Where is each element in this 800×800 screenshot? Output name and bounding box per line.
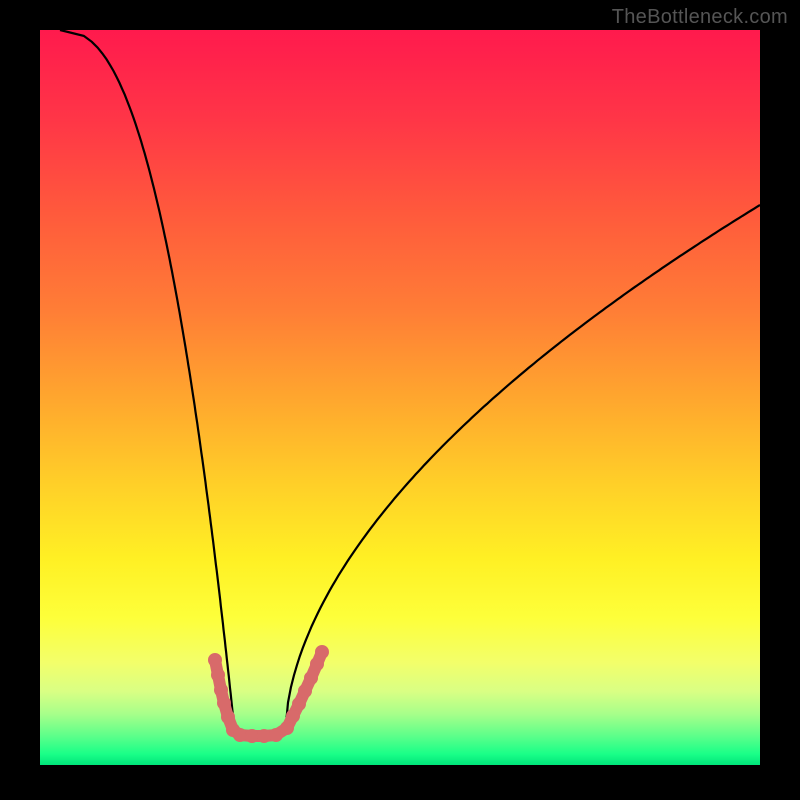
marker-dot xyxy=(299,685,312,698)
marker-dot xyxy=(215,684,228,697)
marker-dot xyxy=(287,710,300,723)
watermark-label: TheBottleneck.com xyxy=(612,6,788,29)
marker-dot xyxy=(305,672,318,685)
marker-dot xyxy=(218,697,231,710)
marker-dot xyxy=(234,729,247,742)
marker-dot xyxy=(222,711,235,724)
plot-background xyxy=(40,30,760,765)
marker-dot xyxy=(246,730,259,743)
marker-dot xyxy=(258,730,271,743)
marker-dot xyxy=(293,698,306,711)
chart-stage: TheBottleneck.com xyxy=(0,0,800,800)
marker-dot xyxy=(311,658,324,671)
marker-dot xyxy=(209,654,222,667)
bottleneck-chart xyxy=(0,0,800,800)
marker-dot xyxy=(212,669,225,682)
marker-dot xyxy=(281,722,294,735)
marker-dot xyxy=(316,646,329,659)
